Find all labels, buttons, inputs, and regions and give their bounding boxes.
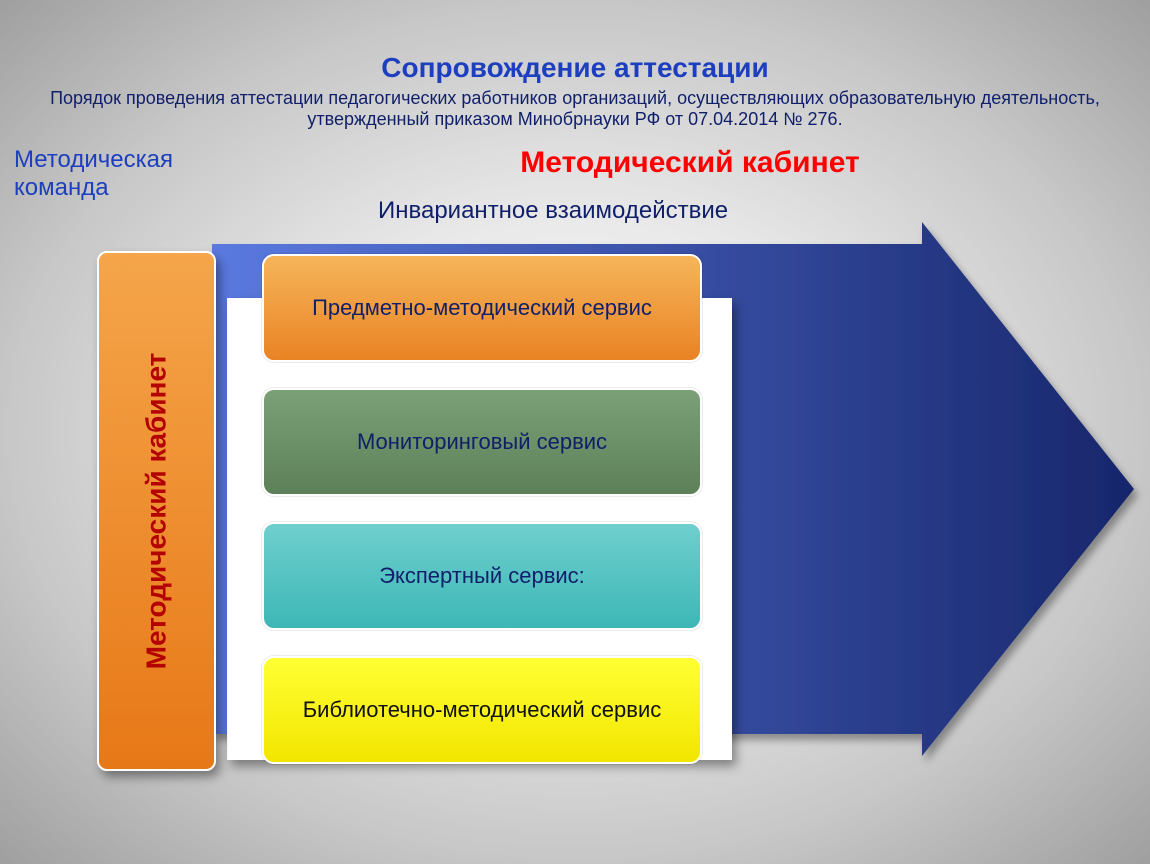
service-box-monitoring: Мониторинговый сервис (262, 388, 702, 496)
service-label: Мониторинговый сервис (357, 429, 607, 455)
service-label: Предметно-методический сервис (312, 295, 652, 321)
service-label: Библиотечно-методический сервис (303, 697, 662, 723)
service-box-subject: Предметно-методический сервис (262, 254, 702, 362)
service-label: Экспертный сервис: (379, 563, 585, 589)
service-box-library: Библиотечно-методический сервис (262, 656, 702, 764)
vertical-cabinet-label: Методический кабинет (141, 353, 173, 670)
vertical-cabinet-bar: Методический кабинет (97, 251, 216, 771)
service-box-expert: Экспертный сервис: (262, 522, 702, 630)
slide: Сопровождение аттестации Порядок проведе… (0, 0, 1150, 864)
